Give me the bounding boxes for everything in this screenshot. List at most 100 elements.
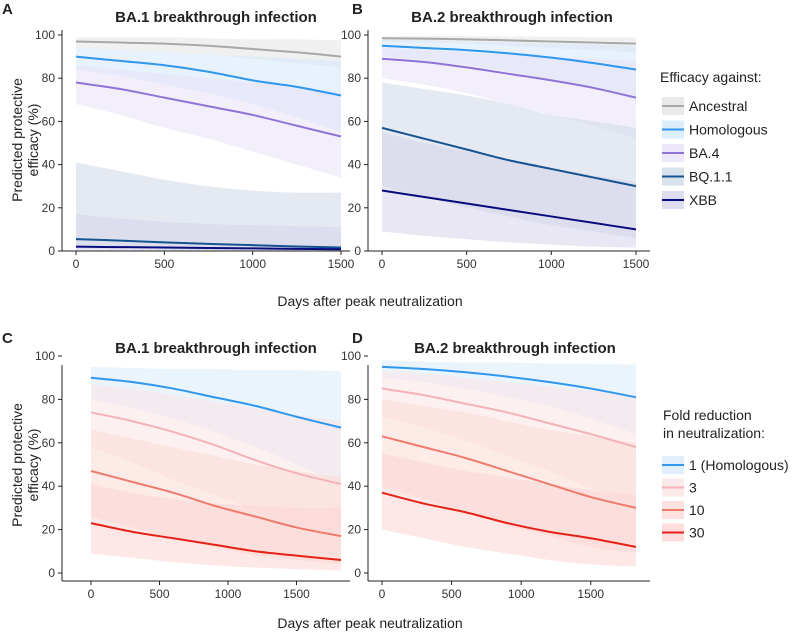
legend-top-label-homologous: Homologous <box>689 122 768 138</box>
panel-a-title: BA.1 breakthrough infection <box>115 9 317 26</box>
panel-c-lines <box>90 376 342 561</box>
panel-a-x-tick-label: 500 <box>154 257 174 271</box>
panel-b-x-tick-label: 1500 <box>623 257 650 271</box>
panel-b-lines <box>381 37 637 231</box>
panel-d-x-tick-label: 1000 <box>508 587 535 601</box>
panel-c-y-tick-label: 80 <box>42 392 56 406</box>
panel-d-y-tick-label: 0 <box>354 566 361 580</box>
panel-a-lines <box>75 40 342 251</box>
panel-d-y-tick-label: 40 <box>348 479 362 493</box>
panel-a-y-tick-label: 20 <box>42 201 56 215</box>
panel-d-title: BA.2 breakthrough infection <box>414 340 616 357</box>
panel-a-y-tick-label: 100 <box>35 28 55 42</box>
panel-d-x-tick-label: 500 <box>442 587 462 601</box>
panel-a-y-tick-label: 0 <box>48 244 55 258</box>
legend-top-label-bq-1-1: BQ.1.1 <box>689 169 733 185</box>
legend-bottom-label-10: 10 <box>689 502 705 518</box>
panel-d-x-tick-label: 0 <box>379 587 386 601</box>
panel-d-y-tick-label: 60 <box>348 436 362 450</box>
panel-b-y-tick-label: 60 <box>348 114 362 128</box>
panel-letter-c: C <box>2 330 13 347</box>
panel-a-line-xbb <box>75 245 342 251</box>
panel-c-bands <box>91 366 341 571</box>
top-y-axis-title-line2: efficacy (%) <box>25 104 41 177</box>
bottom-x-axis-title: Days after peak neutralization <box>277 615 462 631</box>
panel-c-x-tick-label: 500 <box>149 587 169 601</box>
panel-a-x-tick-label: 1000 <box>239 257 266 271</box>
panel-d-y-tick-label: 80 <box>348 392 362 406</box>
legend-top-label-xbb: XBB <box>689 192 717 208</box>
panel-a-line-homologous <box>75 55 342 97</box>
panel-c-line-1-homologous <box>90 376 342 429</box>
panel-b-bands <box>382 36 636 248</box>
panel-d-line-30 <box>381 491 637 548</box>
panel-d-bands <box>382 360 636 567</box>
panel-c-x-tick-label: 1500 <box>283 587 310 601</box>
panel-c-line-10 <box>90 470 342 538</box>
panel-d-y-tick-label: 20 <box>348 523 362 537</box>
panel-d: D BA.2 breakthrough infection 0 20 40 60 80 1… <box>341 330 650 601</box>
legend-fold-reduction: Fold reduction in neutralization: 1 (Hom… <box>662 407 789 542</box>
legend-bottom-title-line2: in neutralization: <box>663 425 765 441</box>
panel-c-x-tick-label: 1000 <box>215 587 242 601</box>
panel-b: B BA.2 breakthrough infection 0 20 40 60 80 1… <box>341 1 650 271</box>
panel-b-y-tick-label: 40 <box>348 158 362 172</box>
legend-bottom-label-1-homologous: 1 (Homologous) <box>689 457 789 473</box>
panel-b-y-tick-label: 100 <box>341 28 361 42</box>
panel-c-y-tick-label: 40 <box>42 479 56 493</box>
panel-a-x-tick-label: 0 <box>73 257 80 271</box>
panel-letter-b: B <box>352 1 363 18</box>
panel-a-line-ancestral <box>75 40 342 58</box>
panel-b-x-tick-label: 500 <box>457 257 477 271</box>
panel-b-x-tick-label: 1000 <box>538 257 565 271</box>
panel-b-band-ba-4 <box>382 47 636 139</box>
top-x-axis-title: Days after peak neutralization <box>277 293 462 309</box>
top-y-axis-title-line1: Predicted protective <box>9 78 25 202</box>
panel-b-title: BA.2 breakthrough infection <box>411 9 613 26</box>
panel-a-y-tick-label: 40 <box>42 158 56 172</box>
bottom-y-axis-title-line2: efficacy (%) <box>25 429 41 502</box>
panel-b-line-bq-1-1 <box>381 126 637 188</box>
panel-d-y-tick-label: 100 <box>341 349 361 363</box>
legend-bottom-title-line1: Fold reduction <box>663 407 752 423</box>
panel-b-y-tick-label: 80 <box>348 71 362 85</box>
panel-letter-d: D <box>352 330 363 347</box>
panel-a-y-tick-label: 80 <box>42 71 56 85</box>
panel-c-title: BA.1 breakthrough infection <box>115 340 317 357</box>
panel-a-y-tick-label: 60 <box>42 114 56 128</box>
panel-b-y-tick-label: 20 <box>348 201 362 215</box>
legend-top-title: Efficacy against: <box>660 69 762 85</box>
legend-top-label-ancestral: Ancestral <box>689 98 747 114</box>
panel-c-y-tick-label: 0 <box>48 566 55 580</box>
panel-c: C BA.1 breakthrough infection 0 20 40 60 80 1… <box>2 330 350 601</box>
panel-b-line-homologous <box>381 44 637 71</box>
legend-bottom-label-3: 3 <box>689 480 697 496</box>
panel-a-x-tick-label: 1500 <box>328 257 355 271</box>
panel-b-y-tick-label: 0 <box>354 244 361 258</box>
panel-d-line-10 <box>381 435 637 509</box>
panel-letter-a: A <box>2 1 13 18</box>
legend-efficacy-against: Efficacy against: Ancestral Homologous BA.… <box>660 69 768 209</box>
panel-c-y-tick-label: 100 <box>35 349 55 363</box>
panel-c-y-tick-label: 60 <box>42 436 56 450</box>
panel-d-line-1-homologous <box>381 365 637 399</box>
panel-c-x-tick-label: 0 <box>88 587 95 601</box>
panel-b-x-tick-label: 0 <box>379 257 386 271</box>
panel-d-x-tick-label: 1500 <box>577 587 604 601</box>
legend-bottom-label-30: 30 <box>689 525 705 541</box>
panel-d-line-3 <box>381 387 637 449</box>
panel-c-y-tick-label: 20 <box>42 523 56 537</box>
panel-b-line-ancestral <box>381 37 637 45</box>
panel-c-line-30 <box>90 522 342 561</box>
panel-d-lines <box>381 365 637 548</box>
panel-b-line-xbb <box>381 189 637 231</box>
panel-c-band-30 <box>91 484 341 571</box>
legend-top-label-ba-4: BA.4 <box>689 145 720 161</box>
panel-a-bands <box>76 37 341 251</box>
panel-b-line-ba-4 <box>381 57 637 99</box>
panel-d-band-30 <box>382 453 636 567</box>
